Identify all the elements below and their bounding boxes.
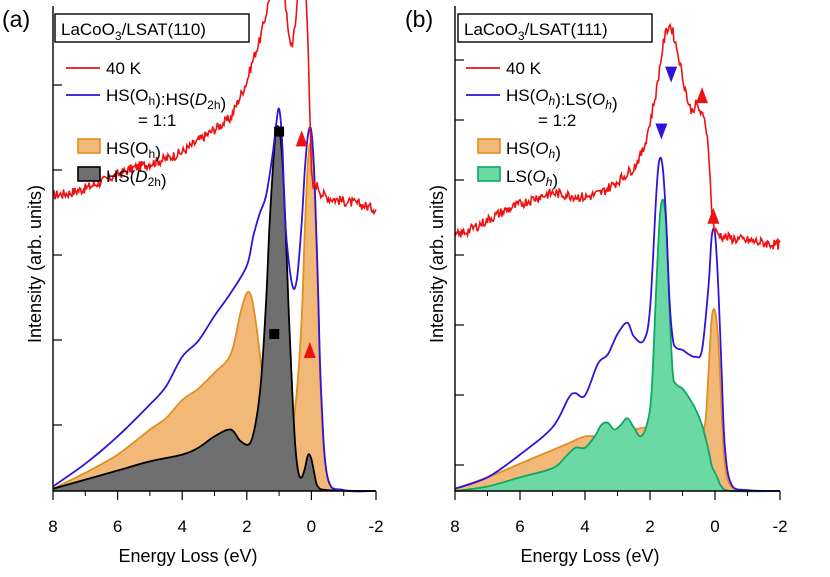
panel-a-plot: 8 6 4 2 0 -2: [48, 0, 384, 536]
panel-a-legend: 40 K HS(Oh):HS(D2h)= 1:1 HS(Oh) HS(D2h): [66, 59, 226, 190]
x-tick-label: 0: [307, 517, 316, 536]
up-triangle-marker-lower: [707, 207, 720, 224]
x-tick-label: 2: [645, 517, 654, 536]
x-tick-label: 6: [113, 517, 122, 536]
panel-a: (a) 8 6 4 2 0 -2 LaCoO3/LSAT(110) 40 K HS(Oh):…: [2, 0, 384, 566]
x-tick-label: 8: [48, 517, 57, 536]
up-triangle-marker-upper: [696, 87, 708, 104]
x-tick-label: -2: [368, 517, 383, 536]
up-triangle-marker-lower: [303, 341, 316, 358]
experiment-line: [454, 22, 781, 250]
panel-a-x-axis-title: Energy Loss (eV): [118, 546, 257, 566]
x-tick-label: 6: [515, 517, 524, 536]
series-fill-1: [455, 199, 780, 492]
legend-label-1: HS(Oh):LS(Oh): [506, 86, 618, 113]
legend-label-1: HS(Oh):HS(D2h): [106, 86, 226, 113]
up-triangle-marker-upper: [295, 130, 308, 147]
panel-a-title-box: [54, 13, 250, 43]
panel-b-legend: 40 K HS(Oh):LS(Oh)= 1:2 HS(Oh) LS(Oh): [466, 59, 618, 190]
panel-b: (b) 8 6 4 2 0 -2 LaCoO3/LSAT(111) 40 K HS(Oh):…: [405, 6, 788, 566]
panel-b-title: LaCoO3/LSAT(111): [464, 20, 608, 43]
legend-label-4: LS(Oh): [506, 167, 558, 190]
x-tick-label: 4: [580, 517, 589, 536]
legend-label-3: HS(Oh): [506, 139, 561, 162]
panel-a-title: LaCoO3/LSAT(110): [61, 20, 206, 43]
legend-label-0: 40 K: [106, 59, 142, 78]
panel-b-x-axis-title: Energy Loss (eV): [520, 546, 659, 566]
x-tick-label: -2: [772, 517, 787, 536]
legend-label-3: HS(Oh): [106, 139, 161, 162]
series-fill-0: [53, 143, 376, 492]
experiment-line: [52, 0, 377, 216]
x-tick-label: 4: [177, 517, 186, 536]
panel-a-label: (a): [2, 6, 30, 32]
panel-b-label: (b): [405, 6, 433, 32]
legend-swatch-4: [77, 166, 101, 182]
legend-label-2: = 1:2: [538, 111, 576, 130]
legend-label-2: = 1:1: [138, 111, 176, 130]
x-tick-label: 2: [242, 517, 251, 536]
x-tick-label: 0: [710, 517, 719, 536]
series-outline-1: [454, 198, 781, 493]
square-marker-lower: [269, 329, 280, 340]
down-triangle-marker-upper: [665, 66, 678, 83]
panel-b-y-axis-title: Intensity (arb. units): [427, 185, 447, 343]
legend-label-0: 40 K: [506, 59, 542, 78]
down-triangle-marker-lower: [655, 123, 668, 140]
x-tick-label: 8: [450, 517, 459, 536]
legend-swatch-3: [477, 138, 501, 154]
legend-label-4: HS(D2h): [106, 167, 167, 190]
series-total-line: [454, 156, 781, 492]
legend-swatch-4: [477, 166, 501, 182]
panel-b-title-box: [457, 13, 653, 43]
legend-swatch-3: [77, 138, 101, 154]
series-total-line: [52, 107, 377, 493]
panel-a-y-axis-title: Intensity (arb. units): [25, 185, 45, 343]
panel-b-plot: 8 6 4 2 0 -2: [450, 6, 788, 536]
square-marker-upper: [274, 126, 285, 137]
